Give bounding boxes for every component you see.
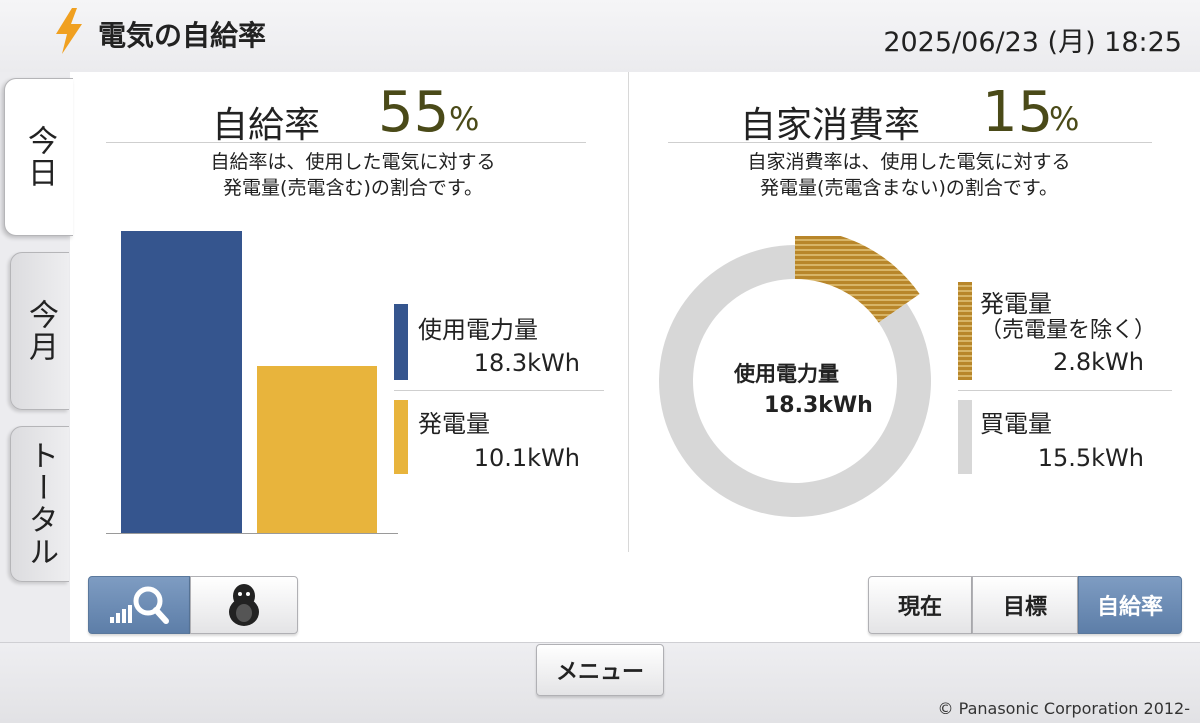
- donut-slice-self-consumed: [795, 236, 920, 323]
- tab-today-label: 今日: [22, 125, 57, 189]
- legend-label-self-consumed: 発電量: [980, 290, 1052, 318]
- graph-view-button[interactable]: [88, 576, 190, 634]
- character-view-button[interactable]: [190, 576, 298, 634]
- legend-value-purchased: 15.5kWh: [1037, 444, 1144, 472]
- tab-total[interactable]: トータル: [10, 426, 69, 582]
- mode-button-target[interactable]: 目標: [972, 576, 1078, 634]
- self-sufficiency-description: 自給率は、使用した電気に対する 発電量(売電含む)の割合です。: [106, 149, 600, 201]
- self-sufficiency-unit: %: [449, 100, 480, 138]
- self-sufficiency-title: 自給率: [212, 105, 321, 146]
- header-bar: 電気の自給率 2025/06/23 (月) 18:25: [0, 0, 1200, 72]
- donut-center-label: 使用電力量: [734, 362, 839, 386]
- self-sufficiency-value: 55: [378, 80, 450, 145]
- legend-sublabel-self-consumed: （売電量を除く）: [980, 318, 1157, 343]
- description-line: 自家消費率は、使用した電気に対する: [747, 151, 1071, 173]
- legend-value-usage: 18.3kWh: [473, 349, 580, 377]
- legend-swatch-usage: [394, 304, 408, 380]
- tab-this-month[interactable]: 今月: [10, 252, 69, 410]
- menu-button[interactable]: メニュー: [536, 644, 664, 696]
- self-consumption-value: 15: [982, 80, 1054, 145]
- mode-button-current[interactable]: 現在: [868, 576, 972, 634]
- panel-divider: [628, 72, 629, 552]
- description-line: 発電量(売電含む)の割合です。: [223, 177, 483, 199]
- penguin-icon: [229, 584, 259, 626]
- graph-search-icon: [110, 586, 169, 624]
- title-underline: [106, 142, 586, 143]
- mode-button-self-sufficiency[interactable]: 自給率: [1078, 576, 1182, 634]
- tab-today[interactable]: 今日: [4, 78, 73, 236]
- bar-generation: [257, 366, 377, 533]
- legend-value-generation: 10.1kWh: [473, 444, 580, 472]
- description-line: 自給率は、使用した電気に対する: [210, 151, 496, 173]
- self-consumption-unit: %: [1049, 100, 1080, 138]
- tab-this-month-label: 今月: [23, 299, 58, 363]
- legend-separator: [958, 390, 1172, 391]
- description-line: 発電量(売電含まない)の割合です。: [760, 177, 1058, 199]
- legend-label-purchased: 買電量: [980, 410, 1052, 438]
- title-underline: [668, 142, 1152, 143]
- donut-chart: [659, 236, 931, 517]
- bar-usage: [121, 231, 242, 533]
- self-consumption-description: 自家消費率は、使用した電気に対する 発電量(売電含まない)の割合です。: [662, 149, 1156, 201]
- legend-label-usage: 使用電力量: [418, 316, 538, 344]
- self-consumption-title: 自家消費率: [740, 105, 921, 146]
- legend-swatch-purchased: [958, 400, 972, 474]
- donut-center-value: 18.3kWh: [764, 393, 873, 418]
- main-panel: [70, 72, 1200, 642]
- bar-chart-baseline: [106, 533, 398, 534]
- legend-swatch-generation: [394, 400, 408, 474]
- legend-label-generation: 発電量: [418, 410, 490, 438]
- page-title: 電気の自給率: [98, 19, 267, 52]
- tab-total-label: トータル: [23, 440, 58, 568]
- lightning-bolt-icon: [56, 8, 82, 54]
- copyright: © Panasonic Corporation 2012-: [937, 699, 1190, 718]
- legend-separator: [394, 390, 604, 391]
- legend-value-self-consumed: 2.8kWh: [1052, 348, 1144, 376]
- datetime: 2025/06/23 (月) 18:25: [883, 27, 1182, 58]
- legend-swatch-self-consumed: [958, 282, 972, 380]
